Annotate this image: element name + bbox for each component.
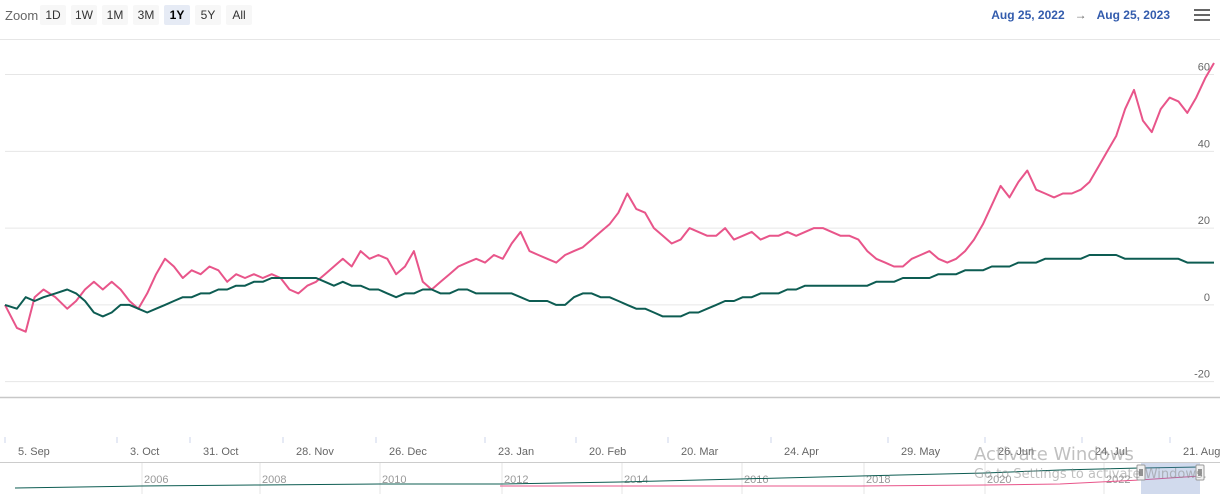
navigator-series-line-2 [500, 475, 1201, 487]
navigator-handle-left [1136, 464, 1146, 481]
x-tick-label: 31. Oct [203, 446, 238, 458]
x-tick-label: 29. May [901, 446, 941, 458]
navigator[interactable]: 2006 2008 2010 2012 2014 2016 2018 2020 2022 [0, 462, 1220, 494]
x-tick-label: 5. Sep [18, 446, 50, 458]
zoom-button-all[interactable]: All [226, 5, 252, 25]
range-selector-toolbar: Zoom 1D 1W 1M 3M 1Y 5Y All Aug 25, 2022 → Aug … [0, 0, 1220, 32]
navigator-background [0, 462, 1220, 494]
navigator-year-label: 2020 [987, 474, 1011, 486]
date-to-input[interactable]: Aug 25, 2023 [1096, 8, 1170, 22]
date-from-input[interactable]: Aug 25, 2022 [991, 8, 1065, 22]
y-tick-label: 0 [1204, 292, 1210, 304]
x-tick-label: 20. Feb [589, 446, 626, 458]
x-tick-label: 24. Apr [784, 446, 819, 458]
navigator-year-label: 2018 [866, 474, 890, 486]
x-tick-label: 26. Dec [389, 446, 427, 458]
navigator-year-label: 2006 [144, 474, 168, 486]
grid-lines [0, 39, 1220, 399]
x-axis: 5. Sep 3. Oct 31. Oct 28. Nov 26. Dec 23. Jan… [4, 437, 1220, 458]
y-tick-label: -20 [1194, 369, 1210, 381]
x-tick-label: 24. Jul [1095, 446, 1127, 458]
zoom-button-1y[interactable]: 1Y [164, 5, 190, 25]
navigator-year-label: 2014 [624, 474, 648, 486]
navigator-year-label: 2016 [744, 474, 768, 486]
x-tick-label: 20. Mar [681, 446, 719, 458]
y-axis: 60 40 20 0 -20 [1194, 62, 1210, 381]
y-tick-label: 40 [1198, 138, 1210, 150]
y-tick-label: 60 [1198, 62, 1210, 74]
x-tick-label: 23. Jan [498, 446, 534, 458]
x-tick-label: 28. Nov [296, 446, 334, 458]
y-tick-label: 20 [1198, 215, 1210, 227]
series-line-1 [4, 62, 1215, 333]
date-range: Aug 25, 2022 → Aug 25, 2023 [991, 8, 1170, 22]
zoom-button-1w[interactable]: 1W [71, 5, 97, 25]
date-arrow: → [1074, 8, 1087, 22]
series-line-2 [4, 254, 1214, 318]
plot-area [4, 62, 1215, 333]
x-tick-label: 3. Oct [130, 446, 159, 458]
navigator-year-label: 2012 [504, 474, 528, 486]
x-tick-label: 26. Jun [998, 446, 1034, 458]
navigator-handle-right [1195, 464, 1205, 481]
zoom-button-3m[interactable]: 3M [133, 5, 159, 25]
zoom-button-group: 1D 1W 1M 3M 1Y 5Y All [40, 5, 252, 25]
navigator-selected-range [1141, 463, 1200, 494]
navigator-year-label: 2022 [1106, 474, 1130, 486]
zoom-button-5y[interactable]: 5Y [195, 5, 221, 25]
zoom-label: Zoom [5, 8, 39, 23]
navigator-series-line [14, 466, 1201, 489]
zoom-button-1m[interactable]: 1M [102, 5, 128, 25]
x-tick-label: 21. Aug [1183, 446, 1220, 458]
navigator-year-label: 2010 [382, 474, 406, 486]
navigator-year-label: 2008 [262, 474, 286, 486]
zoom-button-1d[interactable]: 1D [40, 5, 66, 25]
hamburger-menu-icon[interactable] [1194, 9, 1210, 23]
